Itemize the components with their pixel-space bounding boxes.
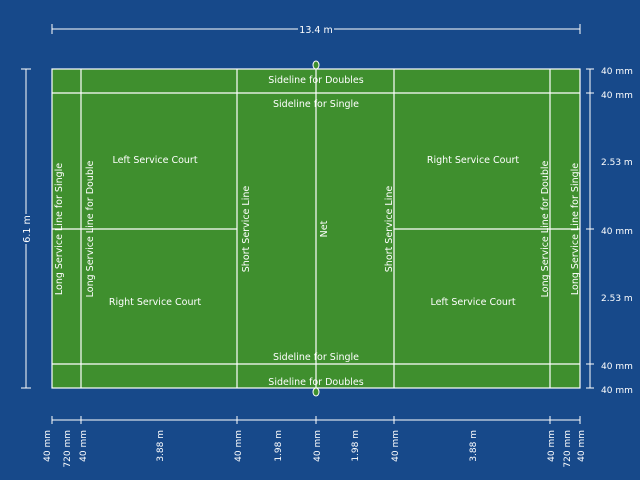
dimension-right-4: 2.53 m (601, 294, 633, 304)
dimension-right-6: 40 mm (601, 386, 633, 396)
dimension-right-1: 40 mm (601, 91, 633, 101)
label-left-service-court-a: Left Service Court (112, 155, 197, 166)
dimension-bottom-7: 1.98 m (351, 430, 361, 462)
label-long-service-double-right: Long Service Line for Double (540, 160, 551, 297)
dimension-bottom-0: 40 mm (43, 430, 53, 462)
dimension-bottom-9: 3.88 m (469, 430, 479, 462)
dimension-bottom (51, 416, 581, 424)
dimension-height-label: 6.1 m (22, 215, 33, 242)
court-lines (51, 65, 581, 392)
label-long-service-single-left: Long Service Line for Single (54, 163, 65, 295)
dimension-bottom-11: 720 mm (563, 430, 573, 468)
label-right-service-court-a: Right Service Court (109, 297, 202, 308)
dimension-bottom-6: 40 mm (313, 430, 323, 462)
label-right-service-court-b: Right Service Court (427, 155, 520, 166)
dimension-bottom-8: 40 mm (391, 430, 401, 462)
label-long-service-single-right: Long Service Line for Single (570, 163, 581, 295)
net-post-top (312, 60, 320, 70)
dimension-bottom-5: 1.98 m (274, 430, 284, 462)
label-sideline-single-bottom: Sideline for Single (273, 352, 359, 363)
dimension-right-3: 40 mm (601, 227, 633, 237)
dimension-right-5: 40 mm (601, 362, 633, 372)
label-short-service-right: Short Service Line (384, 186, 395, 273)
dimension-bottom-2: 40 mm (79, 430, 89, 462)
dimension-bottom-4: 40 mm (234, 430, 244, 462)
label-short-service-left: Short Service Line (241, 186, 252, 273)
dimension-bottom-3: 3.88 m (156, 430, 166, 462)
dimension-width-label-bg (298, 23, 334, 35)
dimension-height-label-bg (20, 214, 32, 244)
dimension-right-0: 40 mm (601, 67, 633, 77)
dimension-bottom-12: 40 mm (577, 430, 587, 462)
label-left-service-court-b: Left Service Court (430, 297, 515, 308)
label-long-service-double-left: Long Service Line for Double (85, 160, 96, 297)
label-sideline-doubles-top: Sideline for Doubles (268, 75, 363, 86)
dimension-bottom-1: 720 mm (63, 430, 73, 468)
dimension-width-label: 13.4 m (299, 25, 332, 36)
label-sideline-doubles-bottom: Sideline for Doubles (268, 377, 363, 388)
dimension-right (586, 68, 594, 389)
net-post-bottom (312, 387, 320, 397)
label-net: Net (319, 220, 330, 237)
label-sideline-single-top: Sideline for Single (273, 99, 359, 110)
dimension-right-2: 2.53 m (601, 158, 633, 168)
dimension-bottom-10: 40 mm (547, 430, 557, 462)
